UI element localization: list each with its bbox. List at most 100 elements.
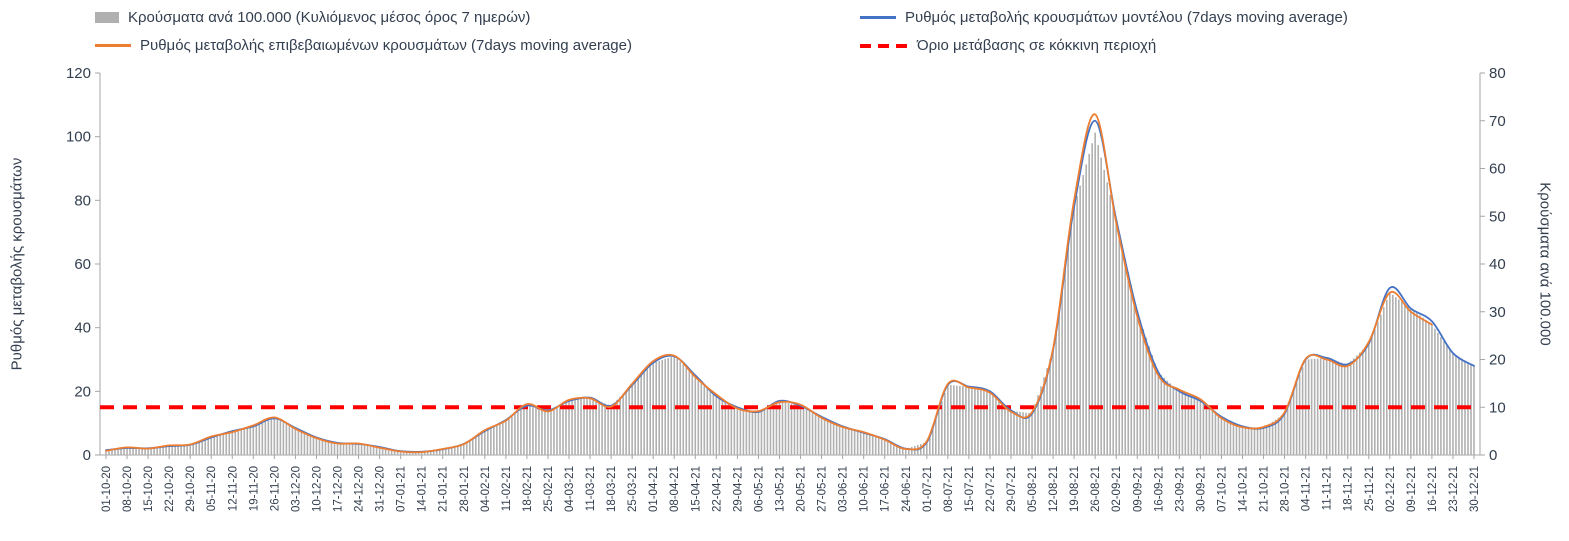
daily-case-bar [1043,377,1045,455]
daily-case-bar [965,386,967,455]
daily-case-bar [1428,322,1430,455]
daily-case-bar [820,416,823,455]
daily-case-bar [330,441,333,455]
daily-case-bar [108,451,110,455]
daily-case-bar [1452,353,1454,455]
daily-case-bar [790,403,793,455]
daily-case-bar [105,451,107,455]
daily-case-bar [802,407,805,455]
daily-case-bar [432,450,435,455]
daily-case-bar [450,447,453,455]
daily-case-bar [1473,365,1475,455]
x-axis-tick-label: 10-12-20 [311,466,323,512]
x-axis-tick-label: 24-12-20 [354,466,366,512]
daily-case-bar [189,444,191,455]
daily-case-bar [823,418,826,455]
daily-case-bar [550,409,552,455]
daily-case-bar [114,450,116,455]
daily-case-bar [844,427,847,455]
daily-case-bar [532,407,534,455]
daily-case-bar [793,404,796,455]
daily-case-bar [889,441,892,455]
daily-case-bar [1470,363,1472,455]
daily-case-bar [598,401,600,455]
daily-case-bar [1100,157,1102,455]
daily-case-bar [865,433,868,455]
daily-case-bar [1073,206,1075,455]
daily-case-bar [754,411,757,455]
daily-case-bar [1310,359,1313,455]
x-axis-tick-label: 16-09-21 [1153,466,1165,512]
daily-case-bar [1145,337,1148,455]
daily-case-bar [874,436,877,455]
daily-case-bar [1259,427,1262,455]
daily-case-bar [553,407,555,455]
left-axis-tick-label: 20 [74,383,91,400]
daily-case-bar [856,430,859,455]
daily-case-bar [1010,410,1012,455]
daily-case-bar [1004,405,1006,455]
daily-case-bar [153,447,155,455]
daily-case-bar [983,390,985,455]
daily-case-bar [1019,411,1021,455]
legend-item-cases-bars: Κρούσματα ανά 100.000 (Κυλιόμενος μέσος … [95,9,530,26]
daily-case-bar [956,385,958,455]
right-axis-tick-label: 60 [1489,161,1506,178]
x-axis-tick-label: 21-01-21 [438,466,450,512]
daily-case-bar [261,422,264,455]
daily-case-bar [1443,341,1445,455]
daily-case-bar [156,447,158,455]
daily-case-bar [727,402,730,455]
daily-case-bar [303,432,306,455]
daily-case-bar [459,444,462,455]
daily-case-bar [1256,427,1259,455]
daily-case-bar [1241,426,1244,455]
x-axis-tick-label: 05-11-20 [206,466,218,511]
daily-case-bar [847,428,850,455]
daily-case-bar [447,447,450,455]
daily-case-bar [526,405,528,455]
daily-case-bar [1229,420,1232,455]
daily-case-bar [294,428,297,455]
daily-case-bar [1283,413,1286,455]
daily-case-bar [907,447,910,455]
right-axis-tick-label: 0 [1489,447,1497,464]
daily-case-bar [1271,421,1274,455]
daily-case-bar [580,399,582,455]
daily-case-bar [1413,310,1415,455]
daily-case-bar [562,403,564,455]
daily-case-bar [342,442,345,455]
x-axis-tick-label: 24-06-21 [901,466,913,512]
daily-case-bar [610,405,612,455]
daily-case-bar [962,386,964,455]
daily-case-bar [673,356,676,455]
daily-case-bar [1142,329,1145,455]
daily-case-bar [147,448,149,455]
daily-case-bar [1037,395,1039,455]
daily-case-bar [742,408,745,455]
x-axis-tick-label: 17-06-21 [880,466,892,512]
daily-case-bar [715,396,718,455]
daily-case-bar [1455,355,1457,455]
legend-label-confirmed-line: Ρυθμός μεταβολής επιβεβαιωμένων κρουσμάτ… [140,37,632,54]
daily-case-bar [423,451,426,455]
x-axis-tick-label: 17-12-20 [333,466,345,512]
daily-case-bar [892,443,895,455]
x-axis-tick-label: 01-10-20 [101,466,113,512]
daily-case-bar [1235,423,1238,455]
model-line-legend-swatch [860,16,896,19]
daily-case-bar [444,448,447,455]
daily-case-bar [201,440,204,455]
daily-case-bar [1295,382,1298,455]
x-axis-tick-label: 11-11-21 [1322,466,1334,510]
daily-case-bar [685,367,688,455]
daily-case-bar [995,396,997,455]
daily-case-bar [898,446,901,455]
daily-case-bar [228,432,231,455]
x-axis-tick-label: 16-12-21 [1427,466,1439,512]
daily-case-bar [1355,355,1358,455]
daily-case-bar [1199,401,1202,455]
x-axis-tick-label: 13-05-21 [774,466,786,512]
daily-case-bar [571,400,573,455]
daily-case-bar [778,401,781,455]
